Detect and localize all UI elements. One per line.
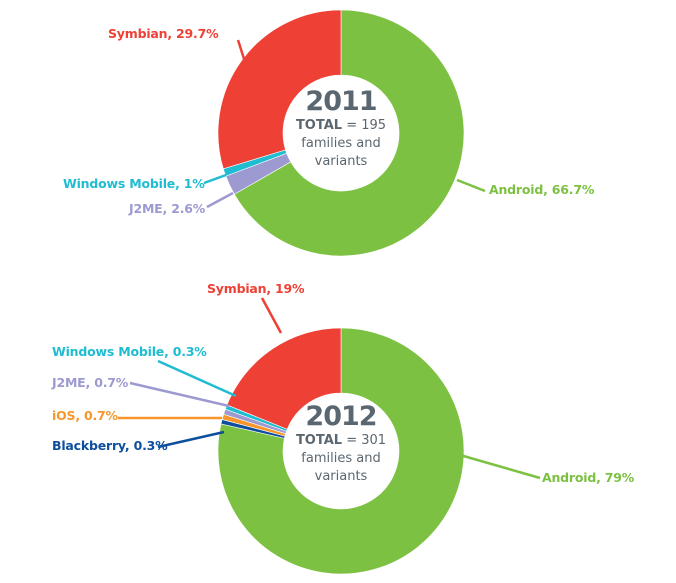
total-label: TOTAL [295,433,343,448]
donut-2012 [217,327,465,575]
label-android-2011: Android, 66.7% [489,182,595,197]
slice-android-2012 [217,327,465,575]
leader-j2me-2011 [206,191,234,209]
slice-symbian-2012 [226,327,342,430]
label-j2me-2012: J2ME, 0.7% [52,375,129,390]
total-value: = 301 [346,433,387,448]
leader-symbian-2012 [260,297,283,334]
label-android-2012: Android, 79% [542,470,635,485]
donut-2011 [217,9,465,257]
label-ios-2012: iOS, 0.7% [52,408,118,423]
leader-windows-mobile-2012 [157,359,237,398]
leader-android-2011 [456,178,486,193]
leader-android-2012 [459,453,541,480]
slice-symbian-2011 [217,9,342,170]
total-label: TOTAL [295,118,343,133]
label-windows-mobile-2011: Windows Mobile, 1% [63,176,205,191]
label-windows-mobile-2012: Windows Mobile, 0.3% [52,344,207,359]
total-value: = 195 [346,118,387,133]
leader-windows-mobile-2011 [203,173,227,185]
label-j2me-2011: J2ME, 2.6% [129,201,206,216]
total-desc: families and [301,136,381,151]
total-desc: variants [314,154,368,169]
leader-symbian-2011 [236,39,247,63]
year-2012: 2012 [305,401,377,432]
label-symbian-2011: Symbian, 29.7% [108,26,219,41]
label-symbian-2012: Symbian, 19% [207,281,305,296]
slice-android-2011 [233,9,465,257]
center-2012: 2012 TOTAL = 301 families and variants [283,402,399,486]
label-blackberry-2012: Blackberry, 0.3% [52,438,168,453]
leader-j2me-2012 [129,381,230,408]
leader-blackberry-2012 [157,430,225,449]
total-desc: families and [301,451,381,466]
center-2011: 2011 TOTAL = 195 families and variants [283,87,399,171]
total-desc: variants [314,469,368,484]
year-2011: 2011 [305,86,377,117]
